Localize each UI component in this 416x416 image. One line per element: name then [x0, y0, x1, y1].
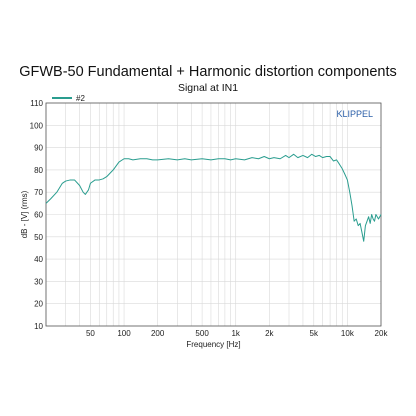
x-tick-label: 2k [265, 329, 274, 338]
legend-label: #2 [76, 94, 85, 103]
y-tick-label: 20 [34, 300, 43, 309]
y-tick-label: 60 [34, 211, 43, 220]
y-tick-label: 90 [34, 144, 43, 153]
x-tick-label: 200 [151, 329, 165, 338]
chart-subtitle: Signal at IN1 [177, 82, 239, 94]
series-layer [45, 153, 382, 242]
x-tick-label: 20k [375, 329, 389, 338]
x-tick-label: 100 [117, 329, 131, 338]
x-tick-label: 1k [231, 329, 240, 338]
y-tick-label: 50 [34, 233, 43, 242]
series-line [45, 153, 382, 242]
y-tick-label: 10 [34, 322, 43, 331]
x-tick-label: 5k [310, 329, 319, 338]
axis-ticks: 50 100 200 500 1k 2k 5k 10k 20k 10 20 30 40 50 60 70 80 9… [30, 99, 389, 338]
y-axis-label: dB - [V] (rms) [20, 190, 29, 238]
x-tick-label: 500 [195, 329, 209, 338]
y-tick-label: 40 [34, 255, 43, 264]
grid [45, 102, 382, 327]
y-tick-label: 110 [30, 99, 43, 108]
y-tick-label: 100 [30, 121, 44, 130]
legend: #2 [52, 94, 85, 103]
y-tick-label: 80 [34, 166, 43, 175]
y-tick-label: 70 [34, 188, 43, 197]
x-tick-label: 50 [86, 329, 95, 338]
klippel-watermark: KLIPPEL [336, 109, 373, 119]
x-tick-label: 10k [341, 329, 355, 338]
chart-title: GFWB-50 Fundamental + Harmonic distortio… [19, 64, 397, 80]
x-axis-label: Frequency [Hz] [186, 340, 240, 349]
y-tick-label: 30 [34, 277, 43, 286]
